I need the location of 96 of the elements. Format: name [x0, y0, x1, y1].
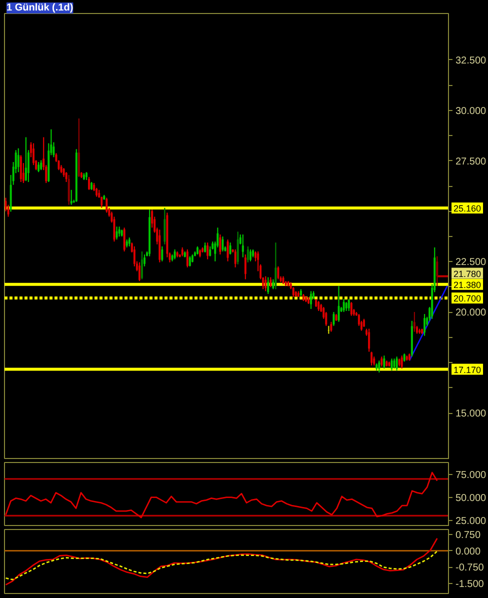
y-tick-label: 0.000	[456, 546, 481, 558]
candlestick	[141, 250, 143, 280]
y-tick-label: 30.000	[456, 106, 487, 117]
candlestick	[196, 246, 198, 256]
candlestick	[342, 298, 345, 313]
y-tick-label: -1.500	[456, 578, 484, 590]
candlestick	[249, 248, 252, 262]
candlestick	[78, 118, 80, 178]
candlestick	[370, 351, 373, 366]
line-series	[5, 538, 438, 586]
candlestick	[138, 262, 140, 282]
candlestick	[272, 278, 274, 290]
candlestick	[436, 256, 438, 287]
candlestick	[348, 298, 350, 312]
candlestick	[151, 209, 154, 228]
y-tick-label: 50.000	[456, 492, 487, 504]
candlestick	[204, 242, 206, 253]
candlestick	[40, 160, 42, 171]
candlestick	[378, 360, 380, 374]
candlestick	[380, 356, 383, 368]
candlestick	[133, 246, 136, 267]
candlestick	[400, 355, 403, 370]
y-tick-label: 22.500	[456, 257, 487, 268]
candlestick	[206, 242, 209, 260]
line-series	[5, 550, 438, 580]
candlestick	[106, 197, 108, 214]
candlestick	[244, 254, 246, 280]
y-tick-label: 0.750	[456, 530, 481, 541]
candlestick	[246, 246, 249, 263]
candlestick	[222, 236, 224, 252]
y-tick-label: -0.750	[456, 562, 484, 574]
candlestick	[116, 226, 118, 240]
text: 21.780	[454, 268, 482, 279]
y-tick-label: 75.000	[456, 470, 487, 481]
candlestick	[264, 276, 267, 292]
candlestick	[421, 328, 423, 334]
candlestick	[118, 226, 120, 238]
candlestick	[24, 136, 27, 182]
ref-line-label: 17.170	[454, 364, 482, 375]
candlestick	[310, 290, 312, 310]
candlestick	[350, 302, 352, 316]
candlestick	[330, 321, 332, 332]
candlestick	[274, 242, 277, 290]
candlestick	[363, 318, 365, 328]
candlestick	[270, 276, 272, 288]
candlestick	[358, 313, 360, 326]
ref-line-label: 20.700	[454, 294, 482, 304]
candlestick	[236, 231, 239, 265]
candlestick	[368, 328, 370, 352]
candlestick	[38, 161, 40, 173]
candlestick	[144, 254, 146, 267]
candlestick	[226, 238, 229, 262]
candlestick	[383, 355, 386, 370]
candlestick	[68, 174, 70, 206]
candlestick	[17, 148, 20, 173]
candlestick	[390, 358, 393, 372]
candlestick	[424, 313, 426, 336]
y-tick-label: 15.000	[456, 408, 487, 420]
candlestick	[199, 248, 201, 258]
candlestick	[174, 248, 176, 260]
ref-line-label: 25.160	[454, 204, 482, 214]
candlestick	[393, 358, 396, 370]
y-tick-label: 32.500	[456, 55, 487, 66]
y-tick-label: 20.000	[456, 308, 487, 319]
candlestick	[229, 242, 232, 256]
candlestick	[338, 286, 340, 322]
candlestick	[219, 234, 222, 256]
chart-title: 1 Günlük (.1d)	[6, 2, 74, 14]
candlestick	[70, 189, 72, 206]
candlestick	[418, 328, 420, 334]
candlestick	[209, 246, 212, 257]
candlestick	[396, 356, 398, 372]
candlestick	[267, 276, 270, 295]
candlestick	[188, 256, 191, 267]
candlestick	[252, 248, 254, 258]
candlestick	[65, 172, 68, 183]
candlestick	[32, 142, 34, 166]
candlestick	[308, 296, 310, 304]
candlestick	[234, 248, 236, 268]
candlestick	[242, 234, 244, 258]
candlestick	[20, 154, 22, 183]
candlestick	[161, 246, 164, 262]
candlestick	[86, 172, 88, 181]
candlestick	[325, 311, 328, 326]
candlestick	[88, 176, 90, 190]
candlestick	[318, 300, 320, 312]
candlestick	[186, 248, 188, 268]
y-tick-label: 27.500	[456, 156, 487, 168]
line-series	[5, 472, 438, 518]
candlestick	[123, 227, 126, 252]
ref-line-label: 21.380	[454, 280, 482, 290]
candlestick	[164, 207, 166, 245]
candlestick	[413, 311, 416, 332]
y-tick-label: 25.000	[456, 516, 487, 527]
candlestick	[277, 266, 280, 280]
candlestick	[332, 311, 335, 326]
